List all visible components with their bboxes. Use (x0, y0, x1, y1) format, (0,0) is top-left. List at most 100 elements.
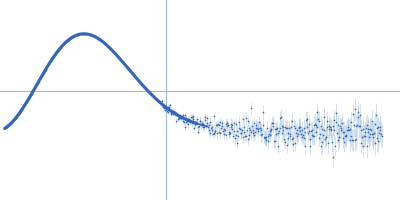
Point (223, 122, 229, 126)
Point (103, 43, 110, 47)
Point (100, 40, 106, 43)
Point (322, 138, 328, 141)
Point (368, 119, 375, 122)
Point (349, 138, 355, 141)
Point (148, 92, 154, 95)
Point (238, 131, 244, 134)
Point (81, 32, 87, 35)
Point (55, 49, 61, 52)
Point (139, 83, 145, 86)
Point (45, 64, 51, 67)
Point (142, 87, 149, 90)
Point (339, 130, 346, 133)
Point (225, 123, 231, 126)
Point (292, 141, 298, 144)
Point (171, 110, 177, 113)
Point (362, 131, 368, 134)
Point (373, 114, 379, 117)
Point (336, 136, 343, 139)
Point (214, 132, 220, 135)
Point (128, 71, 135, 74)
Point (370, 135, 376, 138)
Point (58, 45, 64, 48)
Point (261, 136, 268, 140)
Point (341, 140, 348, 143)
Point (378, 134, 385, 138)
Point (156, 100, 162, 103)
Point (353, 125, 360, 128)
Point (366, 132, 373, 135)
Point (242, 134, 249, 137)
Point (79, 32, 85, 35)
Point (281, 137, 287, 140)
Point (259, 133, 265, 136)
Point (365, 127, 372, 130)
Point (245, 138, 251, 141)
Point (150, 95, 156, 98)
Point (291, 125, 297, 128)
Point (307, 137, 314, 140)
Point (85, 33, 92, 36)
Point (311, 135, 318, 138)
Point (290, 136, 297, 139)
Point (80, 32, 86, 35)
Point (258, 133, 264, 137)
Point (25, 98, 31, 102)
Point (152, 96, 158, 100)
Point (351, 138, 358, 141)
Point (183, 117, 190, 120)
Point (375, 140, 381, 143)
Point (159, 99, 165, 102)
Point (92, 35, 98, 38)
Point (346, 128, 352, 132)
Point (323, 136, 330, 139)
Point (124, 65, 130, 68)
Point (40, 71, 47, 74)
Point (33, 84, 39, 88)
Point (68, 36, 74, 39)
Point (324, 119, 330, 122)
Point (31, 88, 37, 91)
Point (118, 59, 125, 62)
Point (292, 126, 298, 129)
Point (218, 127, 224, 130)
Point (356, 124, 362, 128)
Point (184, 117, 191, 121)
Point (150, 95, 157, 98)
Point (210, 132, 216, 135)
Point (162, 108, 168, 111)
Point (40, 72, 46, 75)
Point (196, 119, 203, 122)
Point (304, 118, 310, 121)
Point (325, 142, 331, 145)
Point (358, 129, 365, 132)
Point (350, 112, 356, 115)
Point (298, 132, 304, 135)
Point (28, 93, 34, 96)
Point (159, 105, 166, 109)
Point (182, 125, 188, 129)
Point (117, 58, 124, 61)
Point (95, 37, 102, 40)
Point (300, 127, 307, 130)
Point (148, 93, 154, 96)
Point (88, 34, 95, 37)
Point (178, 116, 184, 119)
Point (234, 129, 240, 133)
Point (220, 128, 227, 131)
Point (298, 135, 305, 138)
Point (344, 128, 350, 132)
Point (354, 124, 360, 127)
Point (213, 124, 219, 127)
Point (339, 122, 345, 125)
Point (164, 110, 170, 113)
Point (89, 34, 95, 37)
Point (375, 125, 382, 129)
Point (340, 136, 346, 139)
Point (289, 120, 296, 123)
Point (164, 106, 171, 109)
Point (169, 111, 175, 114)
Point (331, 118, 338, 121)
Point (272, 128, 278, 131)
Point (318, 124, 324, 128)
